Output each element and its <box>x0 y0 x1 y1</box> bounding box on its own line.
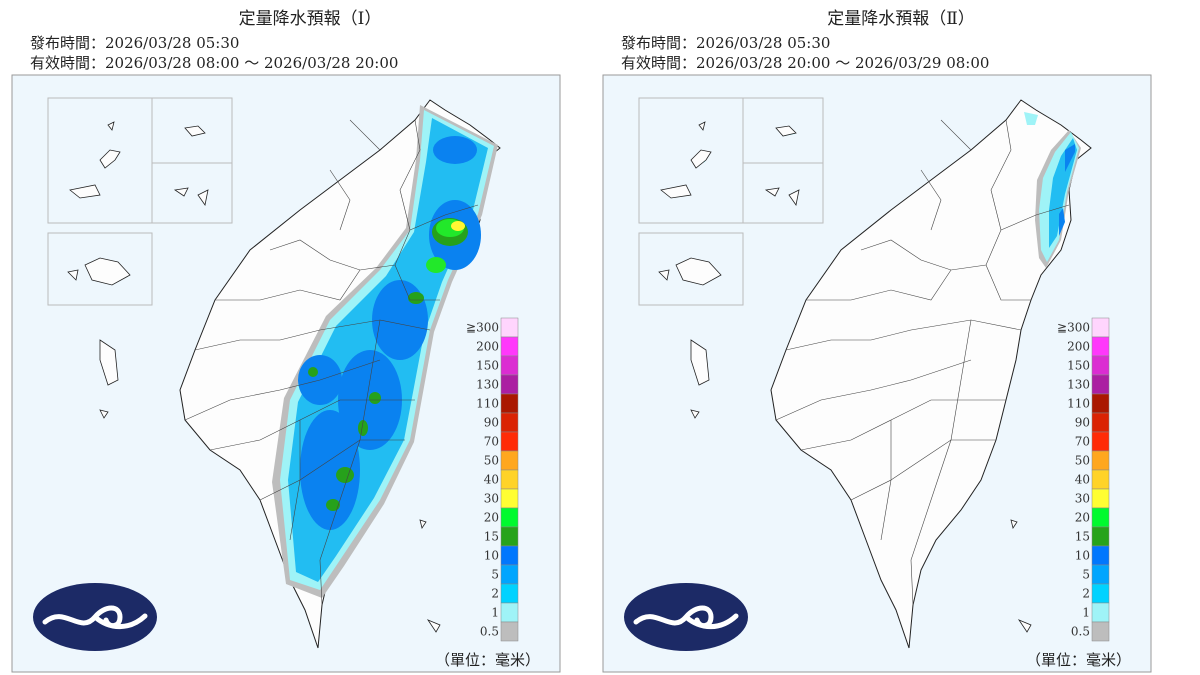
panel-title: 定量降水預報（Ⅰ） <box>239 9 382 29</box>
legend-swatch <box>1091 507 1110 528</box>
legend-label: 20 <box>484 511 499 525</box>
legend-swatch <box>500 583 519 604</box>
legend-swatch <box>1091 602 1110 623</box>
legend-swatch <box>1091 488 1110 509</box>
legend-label: 2 <box>1082 587 1090 601</box>
unit-label: （單位：毫米） <box>435 651 540 669</box>
legend-swatch <box>500 469 519 490</box>
legend-label: 0.5 <box>480 625 499 639</box>
legend-label: 40 <box>484 473 499 487</box>
legend-label: 130 <box>476 378 499 392</box>
legend-swatch <box>1091 374 1110 395</box>
legend-label: 20 <box>1075 511 1090 525</box>
legend-swatch <box>500 621 519 642</box>
legend-label: 90 <box>1075 416 1090 430</box>
valid-time: 有效時間：2026/03/28 20:00 ～ 2026/03/29 08:00 <box>621 54 989 72</box>
legend-label: 150 <box>1067 359 1090 373</box>
legend-swatch <box>1091 355 1110 376</box>
legend: ≧300 200 150 130 110 90 70 50 40 30 20 15 10 5 2 1 0.5 <box>1057 317 1110 642</box>
legend-swatch <box>500 602 519 623</box>
legend-label: ≧300 <box>1057 321 1090 335</box>
legend-swatch <box>500 545 519 566</box>
legend-swatch <box>1091 621 1110 642</box>
legend-label: 130 <box>1067 378 1090 392</box>
legend-swatch <box>1091 317 1110 338</box>
valid-time: 有效時間：2026/03/28 08:00 ～ 2026/03/28 20:00 <box>30 54 398 72</box>
logo <box>624 583 748 651</box>
legend-swatch <box>1091 469 1110 490</box>
legend-label: 50 <box>484 454 499 468</box>
legend-label: 70 <box>1075 435 1090 449</box>
legend-swatch <box>500 412 519 433</box>
issued-time: 發布時間：2026/03/28 05:30 <box>30 34 239 52</box>
legend-label: 110 <box>476 397 499 411</box>
legend-swatch <box>500 374 519 395</box>
legend-label: 10 <box>484 549 499 563</box>
legend-label: 30 <box>484 492 499 506</box>
legend-label: 1 <box>491 606 499 620</box>
legend-label: 110 <box>1067 397 1090 411</box>
legend-swatch <box>500 564 519 585</box>
legend: ≧300 200 150 130 110 90 70 50 40 30 20 15 10 5 2 1 0.5 <box>466 317 519 642</box>
legend-label: 150 <box>476 359 499 373</box>
legend-swatch <box>500 431 519 452</box>
legend-swatch <box>500 336 519 357</box>
legend-swatch <box>1091 583 1110 604</box>
legend-label: 40 <box>1075 473 1090 487</box>
legend-swatch <box>1091 526 1110 547</box>
panel-2: 定量降水預報（Ⅱ） 發布時間：2026/03/28 05:30 有效時間：202… <box>602 9 1152 673</box>
legend-swatch <box>1091 412 1110 433</box>
panel-1: 定量降水預報（Ⅰ） 發布時間：2026/03/28 05:30 有效時間：202… <box>11 9 561 673</box>
legend-swatch <box>500 488 519 509</box>
legend-swatch <box>500 526 519 547</box>
legend-swatch <box>500 355 519 376</box>
logo <box>33 583 157 651</box>
legend-label: 5 <box>491 568 499 582</box>
legend-swatch <box>500 507 519 528</box>
legend-label: 50 <box>1075 454 1090 468</box>
legend-swatch <box>500 450 519 471</box>
legend-label: 90 <box>484 416 499 430</box>
legend-swatch <box>500 317 519 338</box>
legend-swatch <box>1091 564 1110 585</box>
legend-label: 70 <box>484 435 499 449</box>
legend-label: 30 <box>1075 492 1090 506</box>
legend-swatch <box>1091 431 1110 452</box>
legend-label: 15 <box>1075 530 1090 544</box>
legend-label: 200 <box>1067 340 1090 354</box>
legend-swatch <box>1091 545 1110 566</box>
legend-swatch <box>1091 450 1110 471</box>
legend-label: 10 <box>1075 549 1090 563</box>
legend-swatch <box>500 393 519 414</box>
legend-swatch <box>1091 336 1110 357</box>
legend-label: 200 <box>476 340 499 354</box>
legend-label: 0.5 <box>1071 625 1090 639</box>
legend-label: 1 <box>1082 606 1090 620</box>
panel-title: 定量降水預報（Ⅱ） <box>827 9 975 29</box>
legend-label: 15 <box>484 530 499 544</box>
issued-time: 發布時間：2026/03/28 05:30 <box>621 34 830 52</box>
legend-swatch <box>1091 393 1110 414</box>
unit-label: （單位：毫米） <box>1026 651 1131 669</box>
legend-label: 5 <box>1082 568 1090 582</box>
legend-label: 2 <box>491 587 499 601</box>
legend-label: ≧300 <box>466 321 499 335</box>
